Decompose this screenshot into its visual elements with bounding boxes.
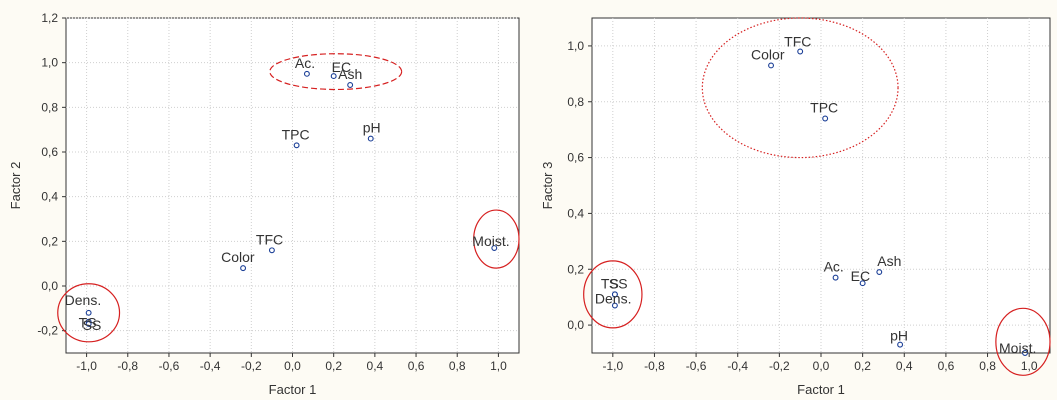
- data-point: [240, 265, 247, 272]
- y-tick-label: 0,6: [41, 145, 58, 159]
- x-tick-label: 0,4: [367, 359, 384, 373]
- data-point: [768, 62, 774, 69]
- group-ellipse: [583, 260, 643, 329]
- x-tick-label: -1,0: [602, 359, 623, 373]
- group-ellipse: [473, 209, 520, 269]
- point-label: TPC: [810, 100, 838, 116]
- point-label: pH: [890, 328, 908, 344]
- chart-panel-1: -1,0 -0,8 -0,6 -0,4 -0,2 0,0 0,2 0,4 0,6 0,8 1,0 -0…: [8, 11, 520, 397]
- x-tick-label: 0,0: [813, 359, 830, 373]
- chart-panel-2: -1,0 -0,8 -0,6 -0,4 -0,2 0,0 0,2 0,4 0,6 0,8 1,0 0,…: [540, 17, 1051, 397]
- y-tick-label: 0,0: [41, 279, 58, 293]
- point-label: Dens.: [65, 292, 102, 308]
- data-point: [85, 309, 92, 316]
- data-point: [491, 245, 498, 251]
- y-tick-label: 0,0: [567, 318, 584, 332]
- x-tick-label: 0,8: [449, 359, 466, 373]
- y-axis-label: Factor 3: [540, 162, 555, 210]
- point-label: pH: [363, 120, 381, 136]
- y-axis-label: Factor 2: [8, 162, 23, 210]
- point-label: Ash: [338, 66, 362, 82]
- point-label: TFC: [256, 231, 283, 247]
- x-tick-label: -0,4: [200, 359, 221, 373]
- data-point: [367, 135, 374, 142]
- point-label: Color: [751, 46, 785, 62]
- point-label: Ash: [877, 253, 901, 269]
- plot-area: [65, 17, 520, 354]
- data-point: [330, 73, 337, 80]
- data-point: [876, 269, 883, 275]
- data-point: [859, 280, 866, 287]
- x-tick-label: -0,6: [159, 359, 180, 373]
- point-label: Dens.: [595, 291, 632, 307]
- y-tick-label: 0,6: [567, 151, 584, 165]
- data-point: [1022, 350, 1028, 356]
- x-axis-label: Factor 1: [797, 382, 845, 397]
- x-tick-label: -0,8: [644, 359, 665, 373]
- y-tick-label: 0,8: [41, 100, 58, 114]
- point-label: TFC: [784, 34, 811, 50]
- x-tick-label: -0,2: [769, 359, 790, 373]
- x-tick-label: -0,8: [117, 359, 138, 373]
- data-point: [832, 274, 839, 281]
- point-label: Ac.: [295, 55, 315, 71]
- x-tick-label: -0,4: [727, 359, 748, 373]
- x-tick-label: -0,6: [686, 359, 707, 373]
- point-label: SS: [609, 275, 628, 291]
- y-tick-label: 0,2: [567, 262, 584, 276]
- y-tick-label: 1,0: [41, 56, 58, 70]
- point-label: SS: [83, 317, 102, 333]
- point-label: TPC: [282, 126, 310, 142]
- data-point: [822, 115, 829, 122]
- x-tick-label: -1,0: [76, 359, 97, 373]
- point-label: Moist.: [999, 340, 1036, 356]
- point-label: Ac.: [824, 259, 844, 275]
- x-tick-label: 1,0: [490, 359, 507, 373]
- data-point: [797, 48, 804, 55]
- data-point: [303, 70, 310, 77]
- group-ellipse: [701, 17, 899, 159]
- x-tick-label: 1,0: [1021, 359, 1038, 373]
- x-tick-label: 0,4: [896, 359, 913, 373]
- y-tick-label: 0,2: [41, 234, 58, 248]
- group-ellipse: [57, 283, 121, 343]
- plot-area: [591, 17, 1051, 354]
- data-point: [611, 291, 618, 298]
- x-tick-label: 0,6: [938, 359, 955, 373]
- data-point: [611, 302, 618, 309]
- y-tick-label: 1,2: [41, 11, 58, 25]
- x-tick-label: 0,6: [408, 359, 425, 373]
- x-tick-label: 0,2: [325, 359, 342, 373]
- data-point: [85, 321, 92, 327]
- y-tick-label: 0,8: [567, 95, 584, 109]
- point-label: Moist.: [472, 233, 509, 249]
- data-point: [347, 82, 354, 88]
- x-axis-label: Factor 1: [269, 382, 317, 397]
- point-label: Color: [221, 249, 255, 265]
- point-label: TS: [601, 275, 619, 291]
- x-tick-label: 0,8: [979, 359, 996, 373]
- y-tick-label: 0,4: [567, 206, 584, 220]
- x-tick-label: 0,0: [284, 359, 301, 373]
- point-label: EC: [332, 59, 351, 75]
- group-ellipse: [269, 53, 403, 91]
- y-tick-label: 1,0: [567, 39, 584, 53]
- x-tick-label: 0,2: [854, 359, 871, 373]
- group-ellipse: [995, 307, 1051, 376]
- data-point: [897, 341, 904, 348]
- data-point: [268, 247, 275, 254]
- data-point: [293, 142, 300, 149]
- x-tick-label: -0,2: [241, 359, 262, 373]
- point-label: EC: [851, 268, 870, 284]
- y-tick-label: -0,2: [37, 324, 58, 338]
- y-tick-label: 0,4: [41, 190, 58, 204]
